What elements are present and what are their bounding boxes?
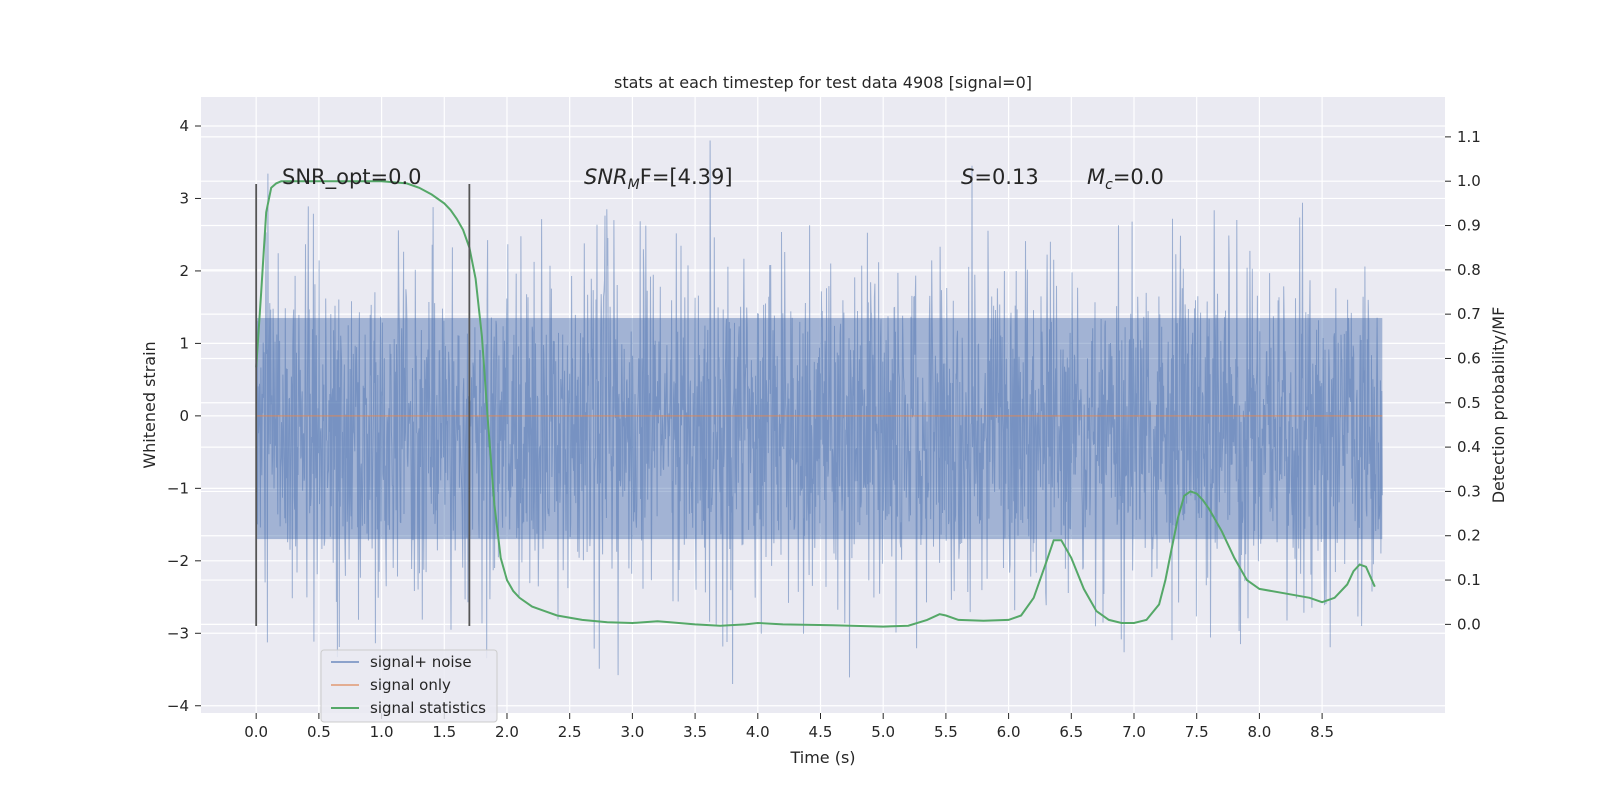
x-tick-label: 7.0 xyxy=(1122,723,1146,741)
x-tick-label: 6.0 xyxy=(997,723,1021,741)
annotation-snr-mf-rest: F=[4.39] xyxy=(640,165,733,189)
y2-tick-label: 0.4 xyxy=(1457,438,1481,456)
y2-tick-label: 1.0 xyxy=(1457,172,1481,190)
legend-label-signal-only: signal only xyxy=(370,676,451,694)
y-axis-label: Whitened strain xyxy=(140,341,159,468)
y2-tick-label: 0.1 xyxy=(1457,571,1481,589)
y2-tick-label: 0.0 xyxy=(1457,615,1481,633)
annotation-s: S=0.13 xyxy=(961,165,1039,189)
legend: signal+ noise signal only signal statist… xyxy=(320,649,498,723)
signal-noise-line xyxy=(255,140,1383,685)
y-tick-label: 2 xyxy=(179,262,189,280)
legend-box xyxy=(320,649,498,723)
annotation-s-value: =0.13 xyxy=(974,165,1038,189)
annotation-mc-sub: c xyxy=(1105,177,1113,193)
y2-tick-label: 0.5 xyxy=(1457,394,1481,412)
y2-tick-label: 0.8 xyxy=(1457,261,1481,279)
annotation-snr-opt: SNR_opt=0.0 xyxy=(282,165,422,190)
y-tick-label: −1 xyxy=(167,479,189,497)
x-tick-label: 0.5 xyxy=(307,723,331,741)
tick-labels: 0.0 0.5 1.0 1.5 2.0 2.5 3.0 3.5 4.0 4.5 5.0 5.5 6.0 6… xyxy=(167,117,1481,741)
signal-statistics-line xyxy=(255,180,1376,628)
signal-noise-band xyxy=(256,318,1383,540)
legend-label-signal-statistics: signal statistics xyxy=(370,699,486,717)
annotation-mc-value: =0.0 xyxy=(1113,165,1164,189)
x-tick-label: 0.0 xyxy=(244,723,268,741)
y2-tick-label: 0.6 xyxy=(1457,349,1481,367)
y2-tick-label: 0.9 xyxy=(1457,217,1481,235)
x-tick-label: 1.5 xyxy=(432,723,456,741)
y-tick-label: 1 xyxy=(179,334,189,352)
annotation-mc-symbol: M xyxy=(1087,165,1105,189)
y-tick-label: 4 xyxy=(179,117,189,135)
x-tick-label: 2.5 xyxy=(558,723,582,741)
x-tick-label: 1.0 xyxy=(370,723,394,741)
x-tick-label: 4.5 xyxy=(809,723,833,741)
y-tick-label: 0 xyxy=(179,407,189,425)
y-tick-label: −2 xyxy=(167,552,189,570)
x-tick-label: 7.5 xyxy=(1185,723,1209,741)
y2-tick-label: 1.1 xyxy=(1457,128,1481,146)
legend-label-signal-noise: signal+ noise xyxy=(370,653,472,671)
x-tick-label: 3.5 xyxy=(683,723,707,741)
y2-tick-label: 0.7 xyxy=(1457,305,1481,323)
y2-axis-label: Detection probability/MF xyxy=(1489,307,1508,504)
y-tick-label: 3 xyxy=(179,189,189,207)
x-axis-label: Time (s) xyxy=(789,748,855,767)
annotation-mc: Mc=0.0 xyxy=(1087,165,1164,193)
x-tick-label: 6.5 xyxy=(1059,723,1083,741)
annotation-snr-mf-base: SNR xyxy=(584,165,628,189)
y-tick-label: −3 xyxy=(167,624,189,642)
noise-series xyxy=(255,140,1383,685)
chart-title: stats at each timestep for test data 490… xyxy=(614,73,1032,92)
x-tick-label: 2.0 xyxy=(495,723,519,741)
annotation-s-symbol: S xyxy=(961,165,974,189)
x-tick-label: 5.0 xyxy=(871,723,895,741)
annotation-snr-mf: SNRMF=[4.39] xyxy=(584,165,733,193)
x-tick-label: 3.0 xyxy=(620,723,644,741)
line-series xyxy=(255,180,1383,628)
y-tick-label: −4 xyxy=(167,697,189,715)
x-tick-label: 5.5 xyxy=(934,723,958,741)
x-tick-label: 8.0 xyxy=(1247,723,1271,741)
x-tick-label: 8.5 xyxy=(1310,723,1334,741)
y2-tick-label: 0.3 xyxy=(1457,482,1481,500)
annotation-snr-mf-sub: M xyxy=(628,177,640,193)
x-tick-label: 4.0 xyxy=(746,723,770,741)
y2-tick-label: 0.2 xyxy=(1457,527,1481,545)
vertical-markers xyxy=(255,183,471,627)
